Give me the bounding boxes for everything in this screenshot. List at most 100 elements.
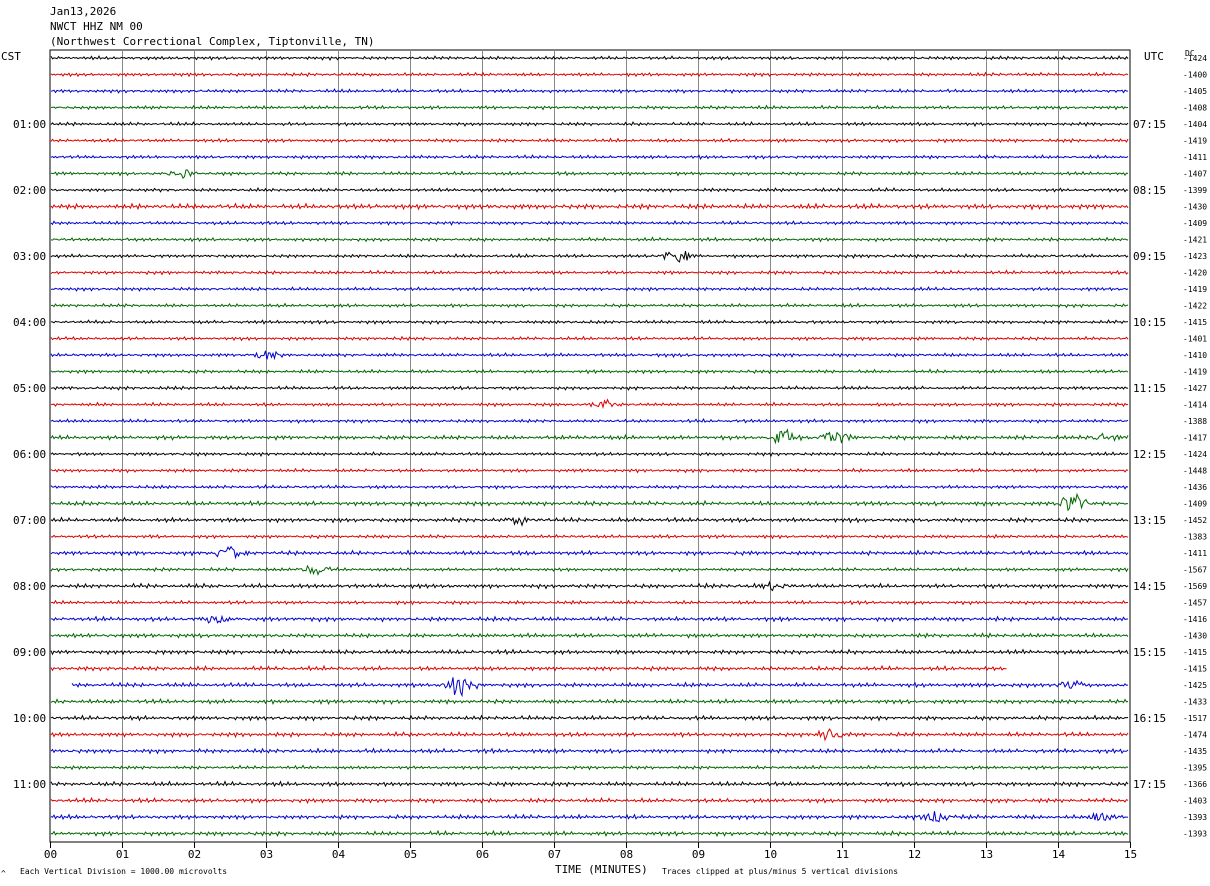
- utc-hour-label: 17:15: [1133, 778, 1166, 791]
- dc-offset-label: -1435: [1183, 747, 1207, 756]
- clip-note: Traces clipped at plus/minus 5 vertical …: [662, 867, 899, 876]
- local-hour-label: 07:00: [13, 514, 46, 527]
- x-tick-label: 14: [1052, 848, 1066, 861]
- x-tick-label: 11: [836, 848, 849, 861]
- x-tick-label: 00: [44, 848, 57, 861]
- dc-offset-label: -1430: [1183, 203, 1207, 212]
- trace-row-18: [50, 350, 1129, 361]
- dc-offset-label: -1395: [1183, 764, 1207, 773]
- trace-row-9: [50, 202, 1129, 211]
- utc-hour-label: 15:15: [1133, 646, 1166, 659]
- trace-row-8: [50, 187, 1129, 193]
- trace-row-10: [50, 220, 1129, 227]
- utc-hour-label: 13:15: [1133, 514, 1166, 527]
- utc-hour-label: 14:15: [1133, 580, 1166, 593]
- x-tick-label: 08: [620, 848, 633, 861]
- trace-row-40: [50, 714, 1129, 722]
- dc-offset-label: -1419: [1183, 137, 1207, 146]
- trace-row-20: [50, 385, 1128, 391]
- dc-offset-label: -1407: [1183, 170, 1207, 179]
- trace-row-11: [50, 236, 1129, 243]
- local-time-zone-label: CST: [1, 50, 21, 63]
- dc-offset-label: -1405: [1183, 87, 1207, 96]
- dc-offset-label: -1421: [1183, 236, 1207, 245]
- trace-row-22: [50, 418, 1129, 424]
- trace-row-12: [50, 251, 1129, 263]
- trace-row-34: [50, 614, 1129, 624]
- x-tick-label: 09: [692, 848, 705, 861]
- dc-offset-label: -1409: [1183, 500, 1207, 509]
- dc-offset-label: -1417: [1183, 434, 1207, 443]
- trace-row-5: [50, 137, 1129, 144]
- utc-hour-label: 16:15: [1133, 712, 1166, 725]
- dc-offset-label: -1425: [1183, 681, 1207, 690]
- trace-row-26: [50, 484, 1129, 491]
- trace-row-0: [50, 55, 1129, 61]
- trace-row-7: [50, 169, 1129, 179]
- trace-row-27: [50, 492, 1129, 512]
- trace-row-47: [50, 829, 1129, 838]
- trace-row-29: [50, 533, 1129, 540]
- dc-offset-label: -1436: [1183, 483, 1207, 492]
- utc-hour-label: 08:15: [1133, 184, 1166, 197]
- dc-offset-label: -1422: [1183, 302, 1207, 311]
- local-hour-label: 03:00: [13, 250, 46, 263]
- local-hour-label: 10:00: [13, 712, 46, 725]
- local-hour-label: 01:00: [13, 118, 46, 131]
- dc-offset-label: -1424: [1183, 450, 1207, 459]
- trace-row-28: [50, 516, 1129, 527]
- trace-row-21: [51, 398, 1129, 410]
- local-hour-label: 04:00: [13, 316, 46, 329]
- dc-offset-label: -1408: [1183, 104, 1207, 113]
- dc-offset-label: -1411: [1183, 153, 1207, 162]
- trace-row-37: [50, 664, 1007, 672]
- dc-offset-label: -1433: [1183, 698, 1207, 707]
- local-hour-label: 05:00: [13, 382, 46, 395]
- trace-row-15: [50, 302, 1129, 309]
- x-tick-label: 06: [476, 848, 489, 861]
- scale-note: Each Vertical Division = 1000.00 microvo…: [20, 867, 228, 876]
- local-hour-label: 06:00: [13, 448, 46, 461]
- trace-row-46: [50, 811, 1129, 823]
- utc-hour-label: 11:15: [1133, 382, 1166, 395]
- dc-offset-label: -1517: [1183, 714, 1207, 723]
- dc-offset-label: -1430: [1183, 632, 1207, 641]
- trace-row-39: [50, 698, 1129, 706]
- dc-offset-label: -1383: [1183, 533, 1207, 542]
- x-axis-title: TIME (MINUTES): [555, 863, 648, 876]
- dc-offset-label: -1366: [1183, 780, 1207, 789]
- dc-offset-label: -1388: [1183, 417, 1207, 426]
- dc-offset-label: -1452: [1183, 516, 1207, 525]
- trace-row-13: [50, 269, 1129, 276]
- x-tick-label: 10: [764, 848, 777, 861]
- utc-hour-label: 09:15: [1133, 250, 1166, 263]
- trace-row-35: [50, 632, 1129, 639]
- trace-row-44: [50, 780, 1129, 788]
- utc-hour-label: 07:15: [1133, 118, 1166, 131]
- dc-offset-label: -1393: [1183, 813, 1207, 822]
- dc-offset-label: -1404: [1183, 120, 1207, 129]
- dc-offset-label: -1419: [1183, 285, 1207, 294]
- utc-zone-label: UTC: [1144, 50, 1164, 63]
- local-hour-label: 02:00: [13, 184, 46, 197]
- x-tick-label: 01: [116, 848, 129, 861]
- plot-date: Jan13,2026: [50, 5, 117, 18]
- dc-offset-label: -1448: [1183, 467, 1207, 476]
- dc-offset-label: -1427: [1183, 384, 1207, 393]
- trace-row-24: [50, 451, 1129, 457]
- x-tick-label: 05: [404, 848, 417, 861]
- trace-row-4: [50, 121, 1129, 128]
- dc-offset-label: -1423: [1183, 252, 1207, 261]
- trace-row-31: [50, 564, 1129, 576]
- dc-offset-label: -1415: [1183, 648, 1207, 657]
- trace-row-19: [50, 368, 1129, 375]
- trace-row-30: [50, 545, 1129, 560]
- station-location: (Northwest Correctional Complex, Tiptonv…: [50, 35, 375, 48]
- trace-row-25: [50, 467, 1129, 474]
- trace-row-38: [71, 677, 1129, 698]
- x-tick-label: 15: [1124, 848, 1137, 861]
- dc-offset-label: -1403: [1183, 797, 1207, 806]
- x-tick-label: 07: [548, 848, 561, 861]
- dc-offset-label: -1419: [1183, 368, 1207, 377]
- dc-offset-label: -1414: [1183, 401, 1207, 410]
